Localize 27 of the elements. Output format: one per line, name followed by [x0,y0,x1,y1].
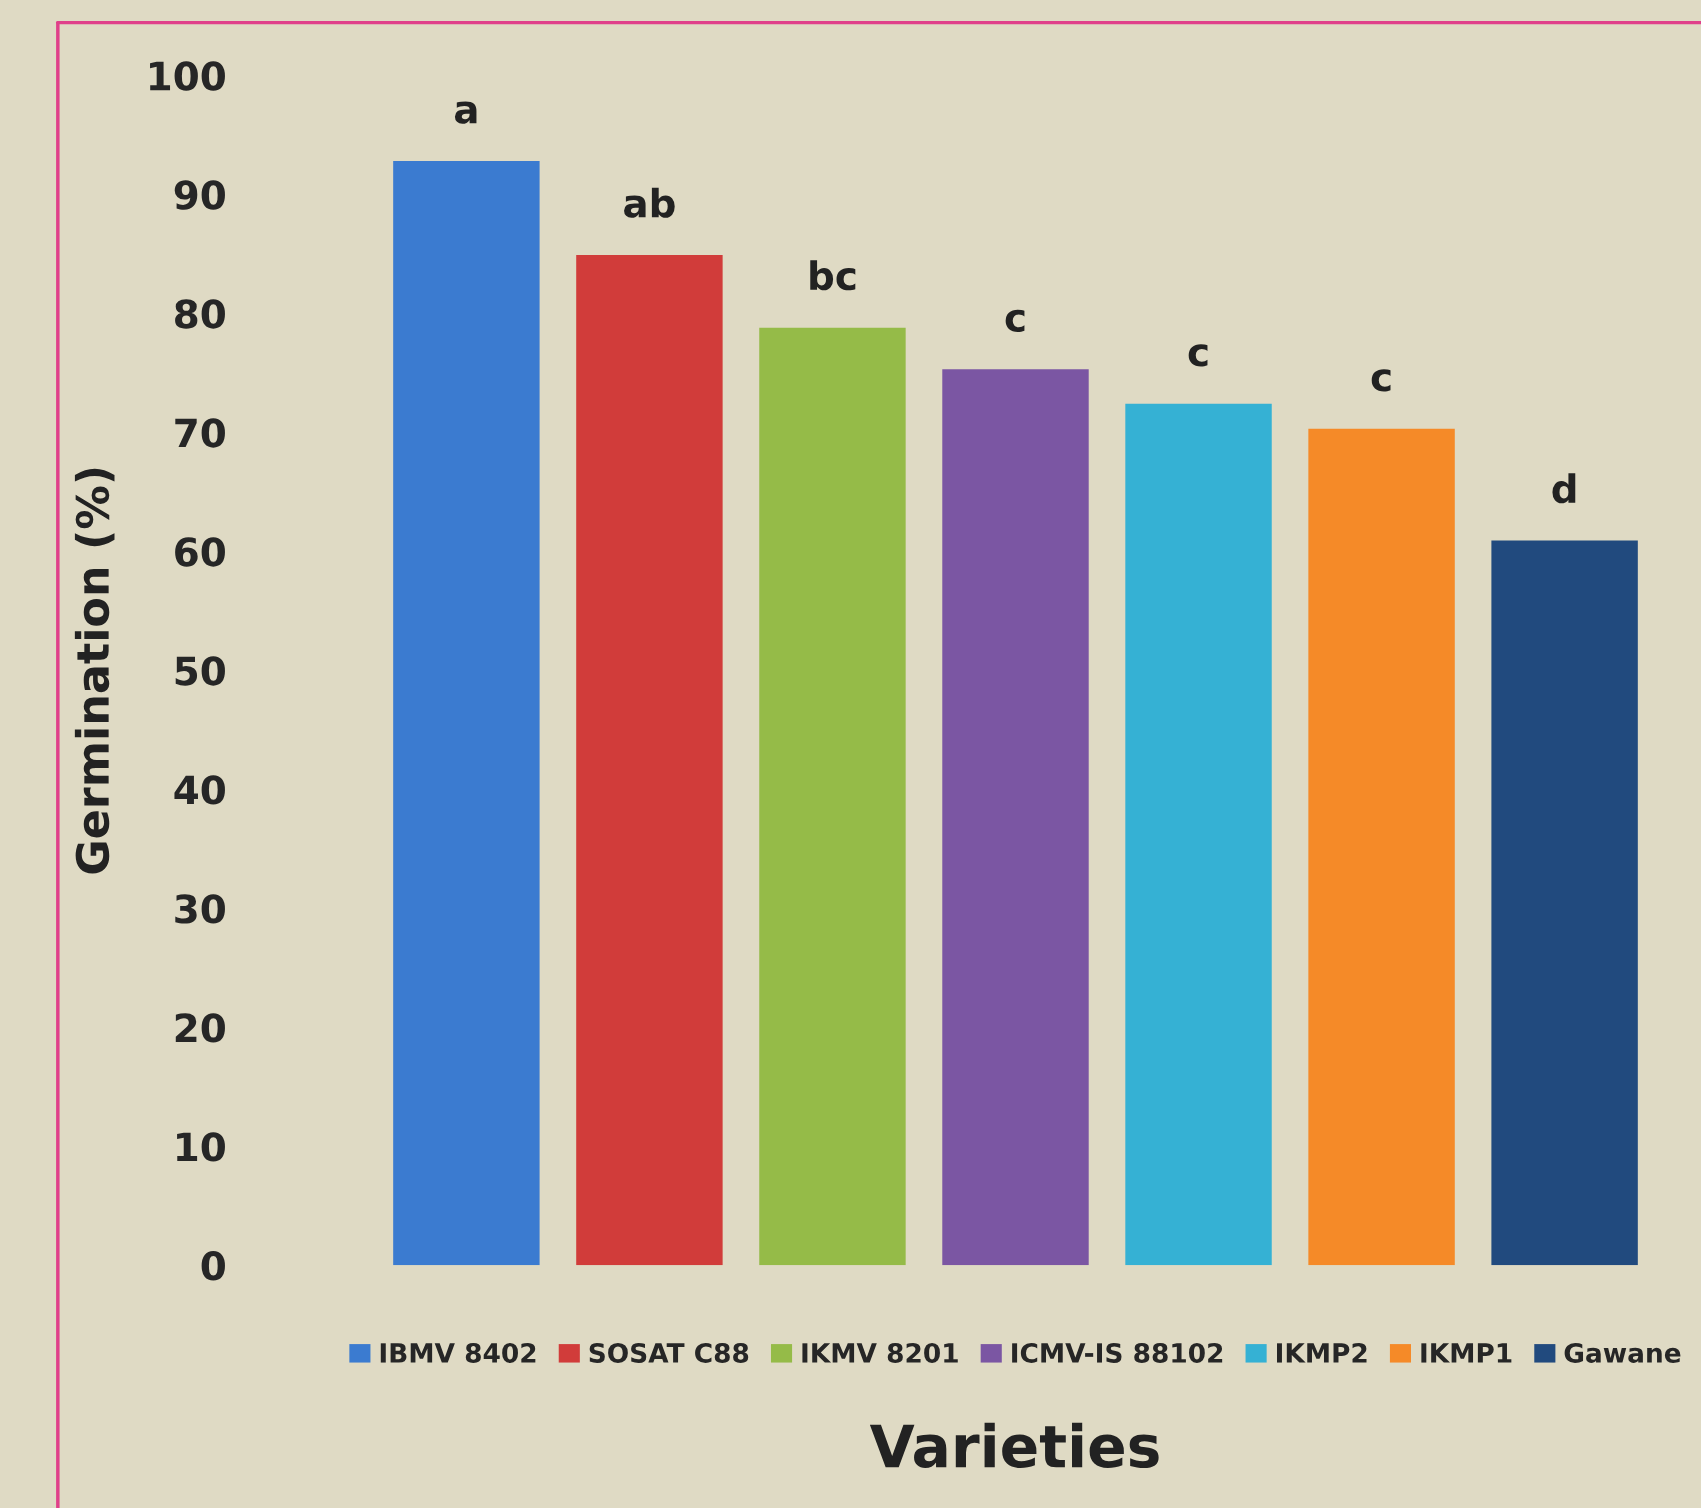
data-label: c [1188,344,1208,367]
y-tick-label: 40 [174,775,225,805]
data-label: c [1005,309,1025,332]
data-label: bc [810,260,856,291]
legend-label: ICMV-IS 88102 [1012,1342,1223,1363]
y-tick-label: 60 [175,537,225,567]
data-label: d [1552,473,1576,504]
y-tick-label: 50 [175,656,225,686]
y-tick-label: 90 [174,180,225,210]
y-tick-label: 70 [175,418,225,448]
legend-label: IKMP2 [1276,1342,1367,1363]
y-tick-label: 0 [201,1251,225,1281]
data-label: c [1371,369,1391,392]
y-tick-label: 10 [177,1132,225,1162]
legend-label: SOSAT C88 [589,1342,749,1363]
y-tick-label: 30 [175,894,225,924]
y-tick-label: 80 [175,299,225,329]
data-label: ab [624,187,675,218]
data-label: a [454,101,477,124]
legend-label: IBMV 8402 [380,1342,536,1363]
y-tick-label: 100 [150,61,225,91]
legend-label: Gawane [1564,1342,1681,1363]
x-axis-title: Varieties [869,1422,1159,1468]
legend-label: IKMV 8201 [802,1342,958,1363]
y-tick-label: 20 [175,1013,225,1043]
legend-label: IKMP1 [1421,1343,1512,1363]
y-axis-title: Germination (%) [74,468,115,874]
